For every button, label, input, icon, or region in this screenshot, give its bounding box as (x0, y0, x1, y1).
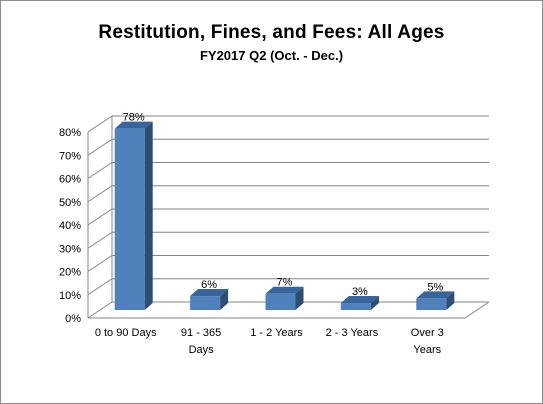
data-label: 6% (201, 279, 217, 291)
bar-top (265, 286, 304, 294)
bar-side (220, 289, 229, 310)
data-label: 78% (123, 112, 145, 124)
bar-side (446, 291, 455, 310)
chart-subtitle: FY2017 Q2 (Oct. - Dec.) (199, 48, 344, 63)
bar-top (416, 291, 455, 299)
bar (265, 293, 296, 310)
y-tick-label: 50% (59, 197, 81, 209)
y-tick-label: 30% (59, 243, 81, 255)
side-wall-gridline (87, 231, 113, 249)
bar-top (114, 121, 153, 129)
x-tick-label: 2 - 3 Years (326, 327, 379, 339)
side-wall-gridline (87, 301, 113, 319)
x-tick-label: 91 - 365 Days (181, 327, 221, 356)
bar (114, 128, 145, 310)
chart-title: Restitution, Fines, and Fees: All Ages (98, 22, 445, 43)
x-tick-label: 1 - 2 Years (250, 327, 303, 339)
bar-side (144, 121, 153, 311)
side-wall-gridline (87, 255, 113, 272)
bar-side (370, 296, 379, 310)
x-tick-label: Over 3 Years (411, 327, 444, 356)
data-label: 7% (277, 277, 293, 289)
bar (190, 296, 221, 310)
y-tick-label: 40% (59, 220, 81, 232)
bar-top (190, 289, 229, 297)
y-tick-label: 80% (59, 127, 81, 139)
data-label: 3% (352, 286, 368, 298)
y-tick-label: 60% (59, 174, 81, 186)
side-wall-gridline (87, 115, 113, 133)
floor-edge (464, 301, 490, 319)
y-tick-label: 0% (65, 313, 81, 325)
side-wall-gridline (87, 278, 113, 296)
y-tick-label: 20% (59, 267, 81, 279)
y-tick-label: 70% (59, 150, 81, 162)
x-tick-label: 0 to 90 Days (95, 327, 157, 339)
side-wall-gridline (87, 138, 113, 156)
bar-top (340, 296, 379, 304)
side-wall-gridline (87, 162, 113, 179)
bar (416, 298, 447, 310)
bar (340, 303, 371, 310)
bar-side (295, 286, 304, 310)
side-wall-gridline (87, 185, 113, 203)
side-wall-gridline (87, 208, 113, 226)
y-tick-label: 10% (59, 290, 81, 302)
data-label: 5% (427, 281, 443, 293)
